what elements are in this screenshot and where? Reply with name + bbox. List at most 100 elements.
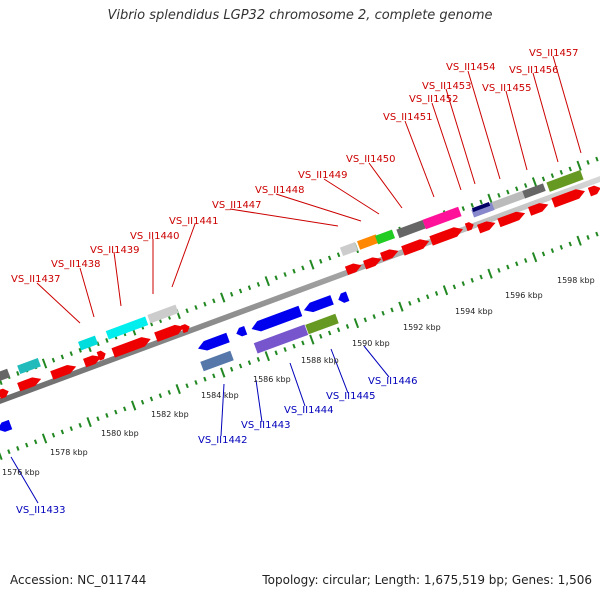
inner-tick [506, 264, 510, 270]
outer-tick [497, 192, 501, 198]
forward-gene-label: VS_II1439 [90, 245, 140, 256]
inner-tick [114, 409, 118, 415]
inner-tick [345, 324, 350, 329]
inner-tick [353, 318, 360, 329]
outer-tick [576, 160, 582, 171]
scale-label: 1576 kbp [2, 468, 40, 477]
outer-tick [541, 176, 546, 182]
forward-gene [17, 377, 42, 392]
inner-tick [576, 235, 582, 246]
inner-tick [309, 334, 315, 345]
inner-tick [541, 251, 546, 257]
inner-tick [175, 384, 181, 395]
outer-tick [283, 272, 287, 277]
forward-callout-line [229, 208, 339, 227]
scale-label: 1592 kbp [403, 323, 441, 332]
inner-tick [7, 449, 11, 455]
outer-tick [0, 377, 3, 386]
inner-tick [60, 429, 65, 435]
inner-tick-ring [0, 231, 599, 461]
forward-gene [396, 219, 426, 239]
inner-tick [158, 393, 163, 399]
forward-gene [401, 239, 430, 256]
inner-tick [86, 416, 92, 428]
inner-tick [0, 452, 3, 461]
inner-tick [25, 442, 29, 448]
inner-tick [336, 327, 341, 333]
forward-gene [0, 388, 9, 399]
outer-tick [470, 202, 474, 208]
forward-callout-line [171, 223, 196, 288]
gene-features [0, 170, 600, 432]
inner-tick [568, 241, 572, 247]
forward-gene [363, 257, 382, 270]
reverse-gene [303, 295, 334, 313]
inner-tick [69, 426, 73, 432]
scale-label: 1580 kbp [101, 429, 139, 438]
inner-tick [96, 416, 100, 422]
forward-gene [357, 234, 379, 250]
outer-tick [256, 281, 261, 287]
inner-tick [283, 347, 287, 352]
inner-tick [586, 235, 590, 240]
reverse-gene [305, 313, 339, 335]
inner-tick [497, 267, 501, 273]
forward-gene [551, 189, 585, 208]
forward-gene [375, 229, 396, 245]
forward-gene [105, 316, 149, 340]
inner-tick [381, 310, 385, 316]
inner-tick [238, 363, 243, 369]
inner-tick [140, 399, 145, 405]
forward-gene-label: VS_II1456 [509, 65, 559, 76]
outer-tick [479, 199, 483, 205]
forward-gene [471, 201, 491, 212]
forward-gene-label: VS_II1450 [346, 154, 396, 165]
genome-summary-text: Topology: circular; Length: 1,675,519 bp… [262, 573, 592, 587]
inner-tick [16, 445, 20, 451]
scale-label: 1582 kbp [151, 410, 189, 419]
forward-gene [154, 324, 185, 342]
outer-tick [212, 298, 216, 304]
inner-tick [220, 367, 226, 378]
forward-gene [528, 203, 549, 216]
outer-tick [301, 265, 305, 271]
reverse-gene [338, 291, 350, 303]
reverse-callout-line [220, 383, 225, 437]
inner-tick [327, 330, 332, 336]
inner-tick [559, 244, 564, 250]
outer-tick [559, 169, 564, 175]
outer-tick [523, 183, 528, 188]
forward-gene-label: VS_II1454 [446, 62, 496, 73]
forward-callout-line [505, 90, 528, 171]
forward-gene [546, 170, 584, 192]
inner-tick [194, 380, 198, 385]
inner-tick [33, 439, 38, 445]
outer-tick [327, 255, 332, 261]
reverse-gene [253, 324, 309, 354]
outer-tick [336, 252, 341, 258]
forward-gene [17, 357, 41, 375]
inner-tick [130, 400, 137, 411]
reverse-gene-label: VS_II1433 [16, 505, 66, 516]
reverse-gene-label: VS_II1446 [368, 376, 418, 387]
forward-gene-label: VS_II1453 [422, 81, 472, 92]
inner-tick [452, 284, 457, 290]
inner-tick [51, 432, 56, 438]
forward-callout-line [431, 102, 462, 191]
inner-tick [212, 373, 216, 379]
forward-gene-label: VS_II1448 [255, 185, 305, 196]
forward-gene [111, 337, 151, 358]
inner-tick [247, 360, 252, 366]
outer-tick [194, 305, 198, 310]
reverse-callout-line [330, 348, 349, 394]
outer-tick [105, 338, 109, 343]
forward-gene [429, 227, 463, 246]
forward-gene [380, 249, 399, 262]
outer-tick [238, 288, 243, 294]
scale-label: 1586 kbp [253, 375, 291, 384]
outer-tick [69, 351, 73, 357]
forward-callout-line [467, 70, 501, 180]
reverse-gene [198, 332, 230, 351]
outer-tick [41, 358, 48, 369]
